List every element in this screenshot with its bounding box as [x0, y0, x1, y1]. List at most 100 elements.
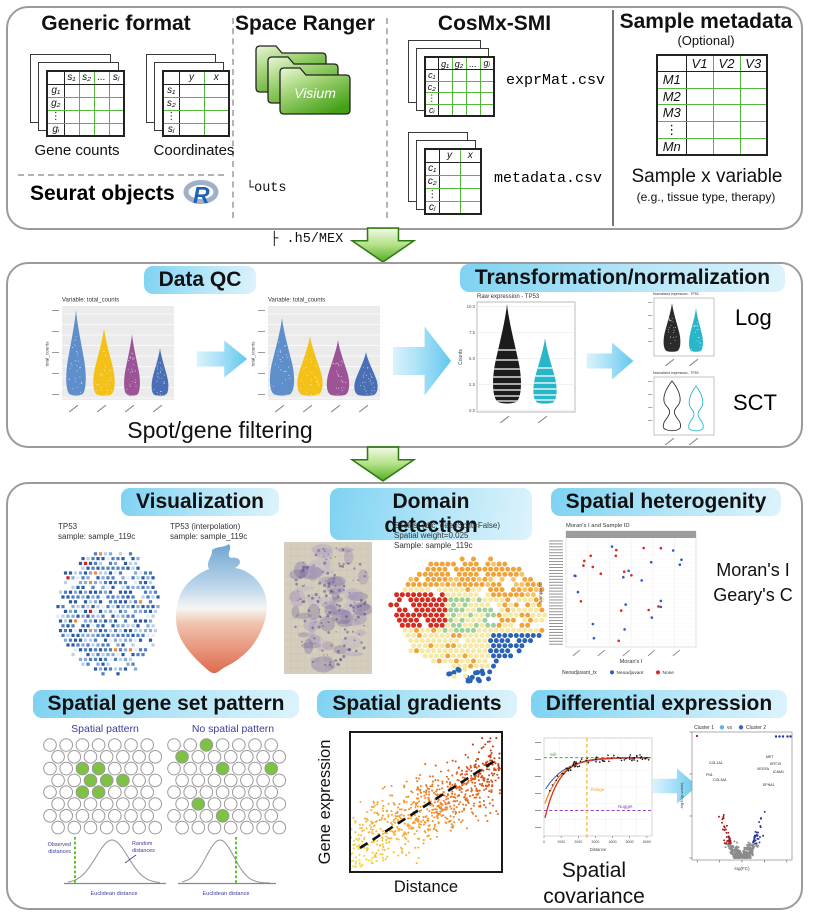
svg-text:Nugget: Nugget	[618, 804, 633, 809]
observed-distance-curve: Observed distances Random distances Eucl…	[48, 837, 166, 897]
random-dot-grid	[167, 738, 287, 835]
tree-line: ├ .h5/MEX	[246, 232, 344, 247]
differential-expression-heading: Differential expression	[526, 690, 792, 718]
divider-solid	[612, 10, 614, 226]
svg-text:Moran's I and Sample ID: Moran's I and Sample ID	[566, 523, 630, 529]
svg-text:Neoadjuvant: Neoadjuvant	[617, 670, 645, 676]
cosmx-title: CosMx-SMI	[437, 12, 552, 35]
svg-text:2.5: 2.5	[469, 382, 476, 387]
gene-counts-caption: Gene counts	[34, 142, 120, 159]
legend-dot-neoadjuvant	[610, 670, 614, 675]
sample-metadata-table: V1 V2 V3 M1 M2 M3 ⋮ Mn	[656, 54, 768, 156]
spatial-pattern-label: Spatial pattern	[71, 723, 139, 735]
qc-violin-plot-before: Variable: total_counts total_counts	[45, 298, 174, 413]
visualization-heading: Visualization	[62, 488, 338, 516]
spot-gene-filtering-caption: Spot/gene filtering	[127, 417, 313, 443]
morans-i-plot: Moran's I and Sample ID Sample ID Moran'…	[538, 523, 697, 676]
histology-image	[284, 542, 372, 674]
svg-text:Moran's I: Moran's I	[620, 659, 643, 665]
spatial-gradients-heading: Spatial gradients	[310, 690, 524, 718]
svg-text:Range: Range	[591, 787, 605, 792]
svg-text:COL1A1: COL1A1	[709, 761, 723, 765]
domain-detection-heading: Domain detection	[330, 488, 532, 540]
qc-violin-plot-after: Variable: total_counts total_counts	[251, 298, 380, 413]
coordinates-table-stack: y x s₁ s₂ ⋮ sⱼ	[146, 54, 230, 137]
exprmat-table-stack: g₁ g₂... gⱼ c₁ c₂ ⋮ cᵢ	[408, 40, 495, 117]
svg-text:4000: 4000	[609, 840, 617, 844]
exprmat-filename: exprMat.csv	[506, 72, 606, 89]
coordinates-caption: Coordinates	[153, 142, 235, 159]
svg-text:distances: distances	[132, 848, 155, 854]
svg-text:Counts: Counts	[458, 349, 464, 365]
svg-text:Cluster 2: Cluster 2	[746, 725, 766, 731]
svg-text:FN1: FN1	[706, 773, 713, 777]
divider-dashed	[386, 18, 388, 218]
svg-text:5.0: 5.0	[469, 356, 476, 361]
data-qc-heading: Data QC	[95, 266, 305, 294]
svg-text:7.5: 7.5	[469, 330, 476, 335]
svg-text:total_counts: total_counts	[251, 341, 256, 366]
svg-text:vs: vs	[727, 725, 733, 731]
raw-expression-plot: Raw expression - TP53 Counts 10.0 7.5 5.…	[458, 294, 576, 424]
no-spatial-pattern-label: No spatial pattern	[191, 723, 275, 735]
svg-text:Neoadjuvant_tx: Neoadjuvant_tx	[562, 670, 597, 676]
svg-text:EFNA1: EFNA1	[763, 783, 775, 787]
right-arrow-icon	[392, 326, 452, 396]
metadata-filename: metadata.csv	[494, 170, 603, 187]
random-distance-curve: Euclidean distance	[178, 837, 276, 897]
sample-variable-caption: Sample x variable	[631, 166, 783, 187]
metadata-table-stack: y x c₁ c₂ ⋮ cⱼ	[408, 132, 482, 215]
svg-text:Variable: total_counts: Variable: total_counts	[62, 298, 119, 304]
spatial-covariance-caption: Spatial covariance	[543, 859, 645, 908]
down-arrow-icon	[350, 446, 416, 482]
trend-line	[359, 758, 497, 850]
svg-text:Normalized expression - TP53: Normalized expression - TP53	[653, 292, 699, 296]
gene-set-pattern-heading: Spatial gene set pattern	[32, 690, 300, 718]
svg-text:Distance: Distance	[590, 847, 607, 852]
cluster1-dot	[719, 725, 725, 730]
svg-text:KRT19: KRT19	[770, 762, 781, 766]
cluster2-dot	[738, 725, 744, 730]
right-arrow-icon	[196, 340, 248, 378]
sct-label: SCT	[733, 390, 777, 415]
svg-text:10.0: 10.0	[467, 304, 476, 309]
divider-dashed-horizontal	[18, 174, 224, 176]
r-logo-icon: R	[183, 180, 219, 207]
divider-dashed	[232, 18, 234, 218]
stclust-params: STclust (dtc: deepSplit=False) Spatial w…	[394, 521, 501, 550]
tp53-interpolation-map	[175, 544, 267, 674]
svg-text:2000: 2000	[574, 840, 582, 844]
svg-text:Raw expression - TP53: Raw expression - TP53	[477, 294, 540, 300]
sct-normalized-plot: Normalized expression - TP53	[648, 371, 715, 446]
svg-text:log(FC): log(FC)	[734, 866, 750, 871]
metadata-table: y x c₁ c₂ ⋮ cⱼ	[424, 148, 482, 215]
spatial-heterogeneity-heading: Spatial heterogenity	[542, 488, 790, 516]
seurat-objects-label: Seurat objects	[30, 181, 175, 205]
interpolation-plot-title: TP53 (interpolation) sample: sample_119c	[170, 522, 248, 541]
svg-text:Distance: Distance	[394, 878, 458, 896]
svg-text:R: R	[193, 182, 210, 207]
svg-text:Euclidean distance: Euclidean distance	[91, 891, 138, 897]
svg-text:distances: distances	[48, 849, 71, 855]
svg-text:0.0: 0.0	[469, 408, 476, 413]
svg-text:MET: MET	[766, 755, 774, 759]
svg-text:1000: 1000	[557, 840, 565, 844]
svg-text:-log10(p-value): -log10(p-value)	[679, 782, 684, 810]
sample-variable-subcaption: (e.g., tissue type, therapy)	[636, 190, 776, 204]
spots-plot-title: TP53 sample: sample_119c	[58, 522, 136, 541]
clustered-dot-grid	[43, 738, 163, 835]
svg-text:6000: 6000	[643, 840, 651, 844]
svg-text:0: 0	[543, 840, 545, 844]
seurat-objects-row: Seurat objects R	[30, 180, 219, 207]
visium-folder-icon: Visium	[255, 45, 351, 115]
generic-format-title: Generic format	[41, 12, 191, 35]
down-arrow-icon	[350, 227, 416, 263]
svg-text:Random: Random	[132, 841, 153, 847]
svg-text:Cluster 1: Cluster 1	[694, 725, 714, 731]
visium-label: Visium	[294, 85, 336, 101]
svg-text:None: None	[663, 670, 675, 676]
svg-text:Observed: Observed	[48, 842, 71, 848]
svg-text:total_counts: total_counts	[45, 341, 50, 366]
